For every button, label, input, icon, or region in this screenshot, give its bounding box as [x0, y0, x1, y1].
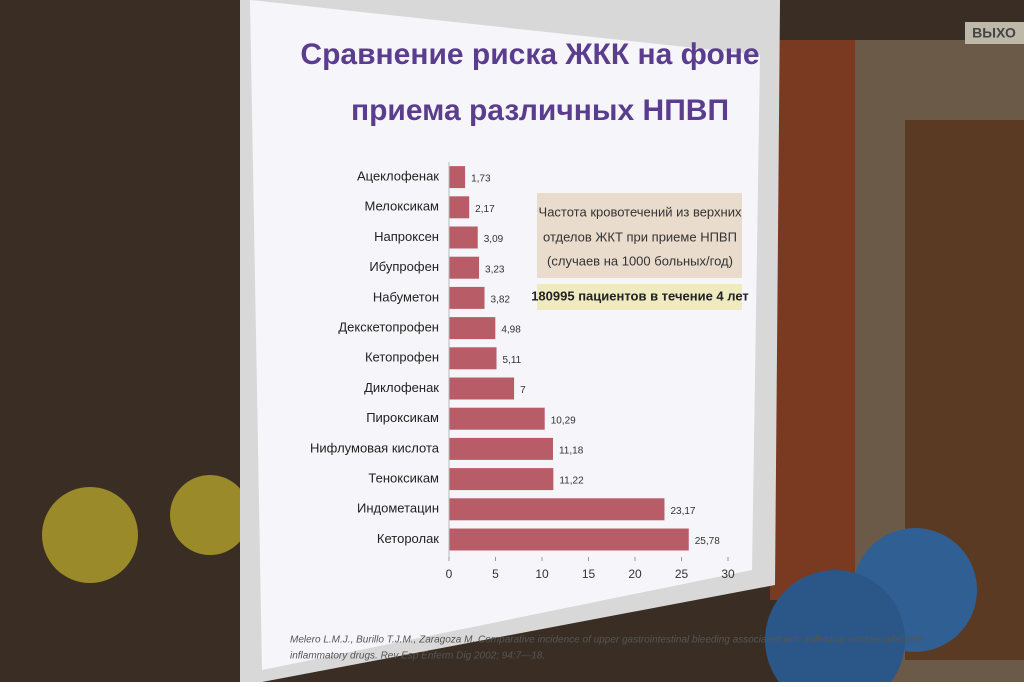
- chart-title: приема различных НПВП: [351, 94, 729, 127]
- bar: [449, 166, 466, 189]
- bar: [449, 317, 496, 340]
- value-label: 5,11: [503, 355, 522, 366]
- citation: Melero L.M.J., Burillo T.J.M., Zaragoza …: [290, 635, 926, 646]
- exit-sign: ВЫХО: [972, 25, 1016, 41]
- value-label: 2,17: [475, 204, 495, 215]
- annotation: 180995 пациентов в течение 4 лет: [531, 288, 749, 303]
- x-tick-label: 10: [535, 567, 549, 581]
- exit-sign-plate: [965, 22, 1024, 44]
- plot: 0 5 10 15 20 25 30 Ацеклофенак 1,73 Мелоксикам 2,1…: [310, 162, 735, 581]
- value-label: 4,98: [501, 325, 521, 336]
- x-tick-label: 5: [492, 567, 499, 581]
- bar: [449, 407, 545, 430]
- y-tick-label: Ацеклофенак: [357, 169, 439, 184]
- y-tick-label: Ибупрофен: [369, 259, 439, 274]
- value-label: 1,73: [471, 174, 491, 185]
- y-tick-label: Индометацин: [357, 501, 439, 516]
- y-tick-label: Декскетопрофен: [338, 320, 439, 335]
- bar: [449, 347, 497, 370]
- value-label: 25,78: [695, 536, 720, 547]
- value-label: 7: [520, 385, 526, 396]
- bar: [449, 437, 553, 460]
- x-tick-label: 0: [446, 567, 453, 581]
- value-label: 3,23: [485, 264, 505, 275]
- y-tick-label: Кетопрофен: [365, 350, 439, 365]
- column: [770, 40, 855, 600]
- x-tick-label: 30: [721, 567, 735, 581]
- bar: [449, 468, 554, 491]
- y-tick-label: Нифлумовая кислота: [310, 440, 440, 455]
- annotation-box: [537, 284, 742, 310]
- bar: [449, 196, 470, 219]
- x-tick-label: 15: [582, 567, 596, 581]
- annotation: Частота кровотечений из верхних: [539, 204, 742, 219]
- bar: [449, 498, 665, 521]
- bar: [449, 528, 689, 551]
- weight-plate: [42, 487, 138, 583]
- ball: [765, 570, 905, 687]
- value-label: 3,09: [484, 234, 504, 245]
- bar: [449, 377, 515, 400]
- y-tick-label: Набуметон: [373, 289, 439, 304]
- value-label: 23,17: [670, 506, 695, 517]
- x-tick-label: 25: [675, 567, 689, 581]
- value-label: 3,82: [491, 295, 511, 306]
- value-label: 10,29: [551, 415, 576, 426]
- x-tick-label: 20: [628, 567, 642, 581]
- annotation: отделов ЖКТ при приеме НПВП: [543, 229, 737, 244]
- y-tick-label: Теноксикам: [368, 471, 439, 486]
- y-tick-label: Диклофенак: [364, 380, 439, 395]
- annotation: (случаев на 1000 больных/год): [547, 253, 733, 268]
- y-tick-label: Мелоксикам: [365, 199, 440, 214]
- citation: inflammatory drugs. Rev Esp Enferm Dig 2…: [290, 651, 545, 662]
- y-tick-label: Кеторолак: [377, 531, 439, 546]
- bar: [449, 286, 485, 309]
- value-label: 11,18: [559, 446, 584, 457]
- chart-title: Сравнение риска ЖКК на фоне: [300, 38, 759, 71]
- annotation-box: [537, 193, 742, 278]
- bar: [449, 226, 478, 249]
- bar: [449, 256, 480, 279]
- value-label: 11,22: [559, 476, 584, 487]
- weight-plate: [170, 475, 250, 555]
- y-tick-label: Пироксикам: [366, 410, 439, 425]
- y-tick-label: Напроксен: [374, 229, 439, 244]
